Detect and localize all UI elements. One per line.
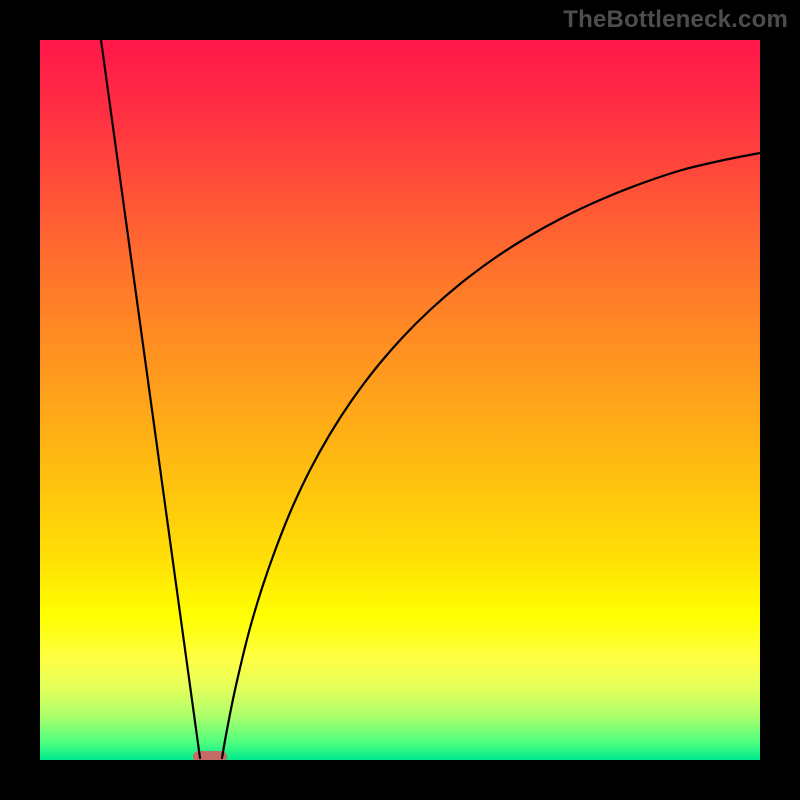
watermark-text: TheBottleneck.com xyxy=(563,6,788,34)
plot-svg xyxy=(40,40,760,760)
plot-area xyxy=(40,40,760,760)
chart-container: TheBottleneck.com xyxy=(0,0,800,800)
bottleneck-curve xyxy=(101,40,760,758)
